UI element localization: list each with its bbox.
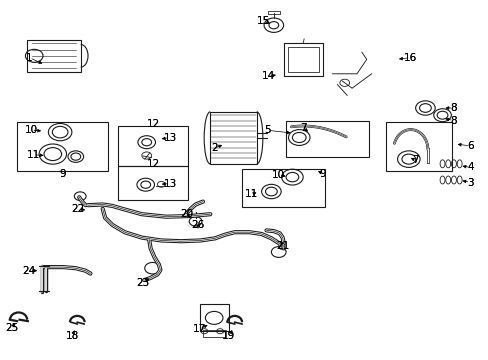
Text: 26: 26 (191, 220, 204, 230)
Bar (287, 47, 318, 72)
Text: 18: 18 (65, 330, 79, 341)
Text: 8: 8 (449, 103, 456, 113)
Text: 8: 8 (449, 116, 456, 126)
Bar (210, 112, 256, 164)
Text: 21: 21 (275, 240, 289, 251)
Text: 13: 13 (163, 179, 177, 189)
Text: 14: 14 (261, 71, 274, 81)
Text: 6: 6 (466, 141, 473, 151)
Text: 10: 10 (272, 170, 285, 180)
Text: 23: 23 (136, 278, 149, 288)
Text: 16: 16 (403, 53, 417, 63)
Text: 1: 1 (26, 53, 33, 63)
Bar (283, 43, 322, 76)
Text: 11: 11 (26, 150, 40, 160)
Text: 10: 10 (272, 170, 285, 180)
Bar (118, 126, 188, 166)
Text: 12: 12 (146, 119, 160, 129)
Text: 22: 22 (71, 204, 85, 214)
Text: 20: 20 (181, 209, 193, 219)
Bar (242, 169, 325, 207)
Text: 6: 6 (466, 141, 473, 151)
Text: 26: 26 (191, 220, 204, 230)
Text: 24: 24 (22, 266, 36, 276)
Bar (17, 122, 107, 171)
Text: 13: 13 (163, 132, 177, 143)
Text: 9: 9 (59, 168, 66, 179)
Text: 5: 5 (264, 125, 271, 135)
Text: 3: 3 (466, 177, 473, 188)
Text: 3: 3 (466, 177, 473, 188)
Text: 4: 4 (466, 162, 473, 172)
Text: 13: 13 (163, 179, 177, 189)
Text: 21: 21 (275, 240, 289, 251)
Text: 17: 17 (192, 324, 206, 334)
Text: 2: 2 (210, 143, 217, 153)
Text: 25: 25 (5, 323, 19, 333)
Text: 8: 8 (449, 103, 456, 113)
Text: 14: 14 (261, 71, 274, 81)
Text: 19: 19 (222, 330, 235, 341)
Text: 2: 2 (210, 143, 217, 153)
Bar (27, 40, 81, 72)
Text: 4: 4 (466, 162, 473, 172)
Text: 10: 10 (25, 125, 38, 135)
Text: 9: 9 (319, 168, 325, 179)
Text: 25: 25 (5, 323, 19, 333)
Text: 18: 18 (65, 330, 79, 341)
Bar (203, 330, 226, 337)
Text: 7: 7 (411, 155, 418, 165)
Text: 9: 9 (59, 168, 66, 179)
Text: 11: 11 (244, 189, 258, 199)
Text: 7: 7 (299, 123, 306, 133)
Text: 11: 11 (26, 150, 40, 160)
Text: 13: 13 (163, 132, 177, 143)
Bar (285, 121, 368, 157)
Text: 7: 7 (299, 123, 306, 133)
Text: 12: 12 (146, 159, 160, 169)
Text: 10: 10 (25, 125, 38, 135)
Text: 12: 12 (146, 119, 160, 129)
Bar (267, 11, 279, 14)
Text: 16: 16 (403, 53, 417, 63)
Bar (118, 166, 188, 200)
Text: 15: 15 (256, 16, 269, 26)
Text: 11: 11 (244, 189, 258, 199)
Text: 15: 15 (256, 16, 269, 26)
Text: 23: 23 (136, 278, 149, 288)
Text: 9: 9 (319, 168, 325, 179)
Text: 19: 19 (222, 330, 235, 341)
Text: 1: 1 (26, 53, 33, 63)
Text: 8: 8 (449, 116, 456, 126)
Text: 17: 17 (192, 324, 206, 334)
Text: 7: 7 (411, 155, 418, 165)
Text: 20: 20 (181, 209, 193, 219)
Text: 22: 22 (71, 204, 85, 214)
Text: 5: 5 (264, 125, 271, 135)
Bar (386, 122, 451, 171)
Text: 12: 12 (146, 159, 160, 169)
Bar (199, 304, 228, 331)
Text: 24: 24 (22, 266, 36, 276)
